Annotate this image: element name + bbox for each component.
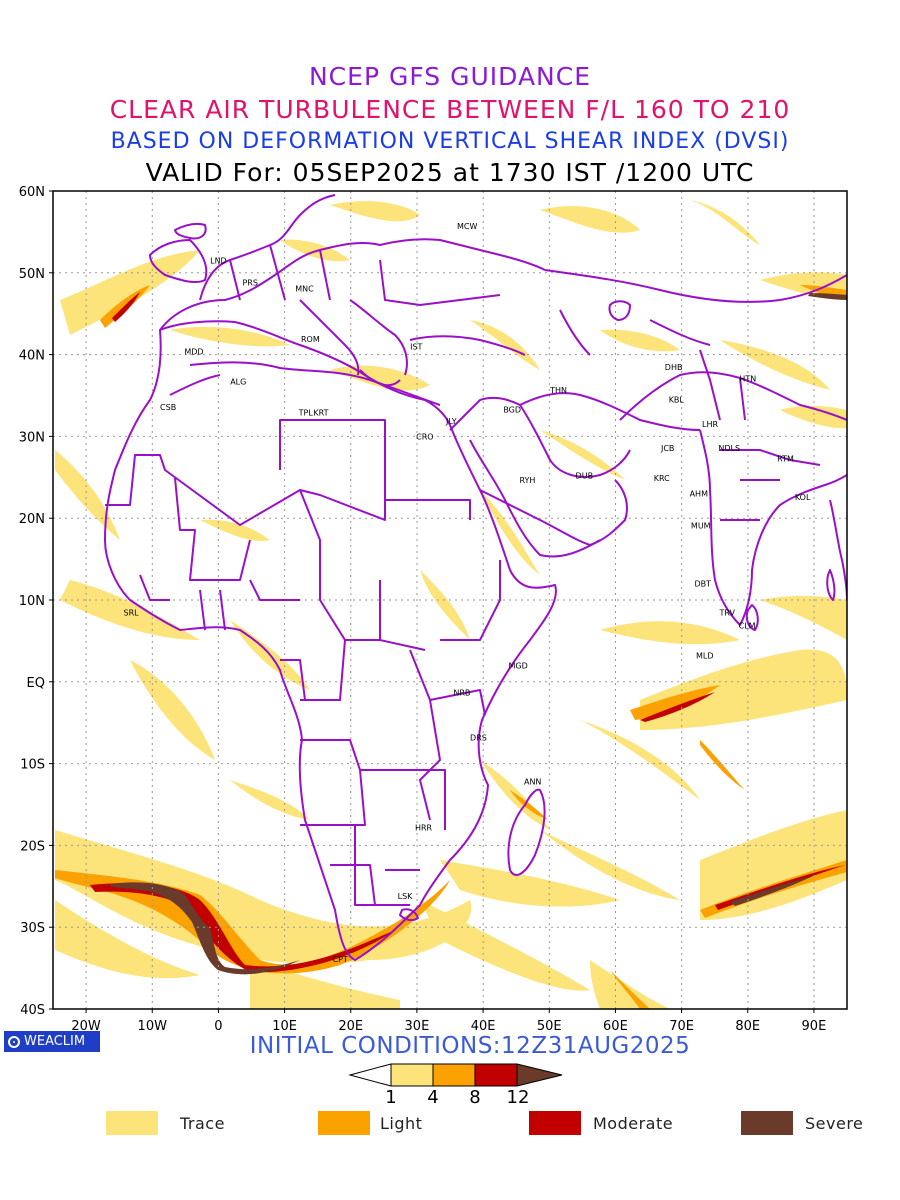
map-title-product: NCEP GFS GUIDANCE xyxy=(308,62,591,91)
latitude-tick-label: 40N xyxy=(19,349,45,364)
city-label: RTM xyxy=(777,454,794,463)
longitude-tick-label: 20E xyxy=(338,1019,363,1034)
city-label: MLD xyxy=(696,652,714,661)
legend-label-moderate: Moderate xyxy=(593,1113,674,1133)
city-label: RYH xyxy=(519,476,535,485)
latitude-tick-label: 20N xyxy=(19,512,45,527)
map-title-parameter: CLEAR AIR TURBULENCE BETWEEN F/L 160 TO … xyxy=(109,95,791,124)
legend-swatch-moderate xyxy=(529,1111,581,1135)
city-label: SRL xyxy=(124,608,140,617)
city-label: CSB xyxy=(160,403,176,412)
city-label: LND xyxy=(210,257,227,266)
longitude-tick-label: 70E xyxy=(669,1019,694,1034)
latitude-tick-label: EQ xyxy=(27,676,45,691)
city-label: ALG xyxy=(230,378,246,387)
colorbar-threshold: 8 xyxy=(469,1087,481,1108)
city-label: DHB xyxy=(665,363,683,372)
city-markers: MCW LND PRS MNC ROM IST MDD ALG CSB TPL KRT CRO JLY B… xyxy=(124,222,811,964)
graticule xyxy=(53,191,847,1009)
longitude-tick-label: 90E xyxy=(802,1019,827,1034)
city-label: CPT xyxy=(333,955,348,964)
latitude-tick-label: 30N xyxy=(19,430,45,445)
city-label: ANN xyxy=(524,778,541,787)
city-label: DBT xyxy=(694,580,711,589)
turbulence-shading xyxy=(55,200,847,1009)
latitude-tick-label: 10S xyxy=(20,758,45,773)
legend-swatch-severe xyxy=(741,1111,793,1135)
city-label: BGD xyxy=(503,405,521,414)
initial-conditions: INITIAL CONDITIONS:12Z31AUG2025 xyxy=(249,1033,691,1059)
latitude-tick-label: 40S xyxy=(20,1003,45,1018)
latitude-tick-label: 10N xyxy=(19,594,45,609)
weaclim-badge[interactable]: WEACLIM xyxy=(4,1031,100,1052)
weaclim-badge-label: WEACLIM xyxy=(24,1034,86,1049)
city-label: TRV xyxy=(718,608,735,617)
city-label: DRS xyxy=(470,733,487,742)
city-label: LHR xyxy=(702,420,718,429)
severe-areas xyxy=(110,293,847,975)
legend-swatch-trace xyxy=(106,1111,158,1135)
colorbar-threshold: 12 xyxy=(506,1087,530,1108)
city-label: MCW xyxy=(457,222,477,231)
city-label: NDLS xyxy=(718,444,740,453)
city-label: CRO xyxy=(416,432,433,441)
city-label: MUM xyxy=(691,522,711,531)
legend-label-light: Light xyxy=(380,1113,423,1133)
latitude-tick-label: 20S xyxy=(20,839,45,854)
legend-label-severe: Severe xyxy=(805,1113,864,1133)
city-label: LSK xyxy=(398,892,414,901)
longitude-tick-label: 40E xyxy=(471,1019,496,1034)
city-label: MGD xyxy=(509,661,528,670)
city-label: THN xyxy=(549,386,567,395)
city-label: KRT xyxy=(313,409,328,418)
city-label: TPL xyxy=(298,409,314,418)
legend-label-trace: Trace xyxy=(180,1113,225,1133)
city-label: KBL xyxy=(669,396,685,405)
legend-item-light: Light xyxy=(318,1111,422,1135)
longitude-tick-label: 60E xyxy=(603,1019,628,1034)
longitude-tick-label: 80E xyxy=(735,1019,760,1034)
logo-icon xyxy=(8,1035,20,1048)
legend-item-moderate: Moderate xyxy=(529,1111,673,1135)
legend-item-trace: Trace xyxy=(106,1111,225,1135)
colorbar-threshold: 1 xyxy=(385,1087,397,1108)
longitude-tick-label: 10W xyxy=(138,1019,168,1034)
city-label: AHM xyxy=(690,490,708,499)
city-label: CLM xyxy=(739,621,756,630)
longitude-tick-label: 0 xyxy=(214,1019,222,1034)
city-label: NRB xyxy=(453,688,470,697)
longitude-axis: 20W 10W 0 10E 20E 30E 40E 50E 60E 70E 80E 90E xyxy=(71,1009,826,1034)
city-label: DUB xyxy=(576,472,594,481)
city-label: MNC xyxy=(295,284,314,293)
map-title-valid-time: VALID For: 05SEP2025 at 1730 IST /1200 U… xyxy=(145,158,755,187)
country-boundaries xyxy=(104,194,847,961)
city-label: PRS xyxy=(242,279,257,288)
longitude-tick-label: 10E xyxy=(272,1019,297,1034)
city-label: JCB xyxy=(660,444,674,453)
longitude-tick-label: 50E xyxy=(537,1019,562,1034)
latitude-tick-label: 60N xyxy=(19,185,45,200)
city-label: KRC xyxy=(654,474,670,483)
legend-swatch-light xyxy=(318,1111,370,1135)
map-title-method: BASED ON DEFORMATION VERTICAL SHEAR INDE… xyxy=(110,129,790,154)
city-label: ROM xyxy=(301,335,320,344)
city-label: HRR xyxy=(415,823,433,832)
longitude-tick-label: 20W xyxy=(71,1019,101,1034)
latitude-tick-label: 50N xyxy=(19,267,45,282)
longitude-tick-label: 30E xyxy=(405,1019,430,1034)
latitude-tick-label: 30S xyxy=(20,921,45,936)
colorbar-threshold: 4 xyxy=(427,1087,439,1108)
city-label: HTN xyxy=(739,374,756,383)
city-label: MDD xyxy=(184,347,203,356)
city-label: KOL xyxy=(795,493,811,502)
city-label: JLY xyxy=(445,417,457,426)
latitude-axis: 60N 50N 40N 30N 20N 10N EQ 10S 20S 30S 40S xyxy=(19,185,53,1018)
city-label: IST xyxy=(410,342,422,351)
legend-item-severe: Severe xyxy=(741,1111,863,1135)
